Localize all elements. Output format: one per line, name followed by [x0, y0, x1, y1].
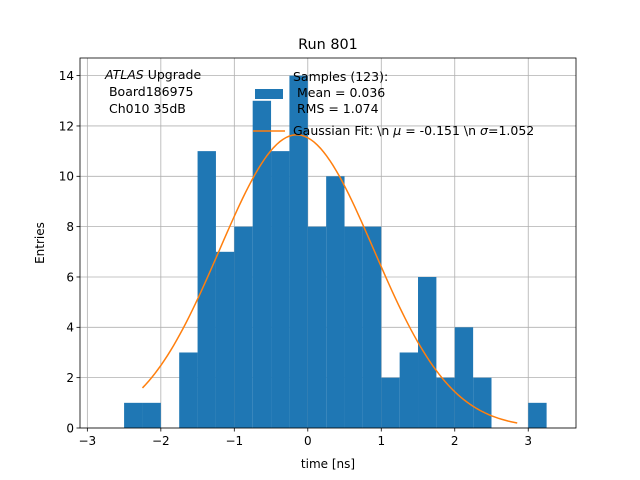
legend-fit-prefix: Gaussian Fit: \n — [293, 123, 393, 138]
y-tick-label: 4 — [66, 321, 74, 335]
histogram-bar — [344, 226, 363, 428]
y-tick-label: 0 — [66, 421, 74, 435]
histogram-bar — [271, 151, 290, 428]
legend-histogram-swatch — [255, 89, 283, 99]
histogram-bar — [473, 377, 492, 428]
legend: Samples (123): Mean = 0.036 RMS = 1.074 … — [253, 69, 534, 138]
histogram-bars — [124, 75, 547, 428]
annotation-line-1: ATLAS Upgrade — [104, 67, 201, 82]
histogram-bar — [418, 276, 437, 428]
y-tick-label: 2 — [66, 371, 74, 385]
histogram-bar — [381, 377, 400, 428]
histogram-bar — [528, 402, 547, 428]
atlas-annotation: ATLAS Upgrade Board186975 Ch010 35dB — [104, 67, 201, 116]
legend-rms-label: RMS = 1.074 — [293, 101, 379, 116]
y-tick-label: 8 — [66, 220, 74, 234]
chart-title: Run 801 — [298, 37, 358, 53]
y-tick-label: 12 — [59, 119, 74, 133]
histogram-bar — [215, 251, 235, 428]
gaussian-fit — [141, 134, 518, 424]
histogram-bar — [179, 352, 198, 428]
histogram-bar — [124, 402, 143, 428]
legend-samples-label: Samples (123): — [293, 69, 388, 84]
histogram-bar — [197, 151, 216, 428]
histogram-bar — [454, 327, 474, 428]
histogram-bar — [326, 176, 345, 428]
x-tick-label: 2 — [451, 434, 459, 448]
y-axis-label: Entries — [33, 222, 47, 264]
legend-fit-label: Gaussian Fit: \n μ = -0.151 \n σ=1.052 — [293, 123, 534, 138]
histogram-bar — [436, 377, 455, 428]
histogram-bar — [289, 75, 308, 428]
annotation-board: Board186975 — [105, 84, 193, 99]
axes-frame — [79, 57, 577, 429]
atlas-upgrade-label: Upgrade — [144, 67, 202, 82]
y-tick-label: 14 — [59, 69, 74, 83]
legend-fit-mu-symbol: μ — [392, 123, 401, 138]
histogram-bar — [307, 226, 327, 428]
gaussian-fit-curve — [141, 134, 518, 424]
y-tick-label: 6 — [66, 270, 74, 284]
x-tick-label: 3 — [524, 434, 532, 448]
legend-fit-sigma-value: =1.052 — [488, 123, 534, 138]
x-axis-label: time [ns] — [301, 457, 355, 471]
x-tick-label: 0 — [304, 434, 312, 448]
x-tick-label: 1 — [377, 434, 385, 448]
legend-fit-mu-value: = -0.151 \n — [401, 123, 480, 138]
x-tick-label: −2 — [152, 434, 170, 448]
annotation-channel: Ch010 35dB — [105, 101, 186, 116]
histogram-bar — [142, 402, 161, 428]
legend-fit-sigma-symbol: σ — [480, 123, 489, 138]
histogram-bar — [234, 226, 253, 428]
x-tick-label: −3 — [78, 434, 96, 448]
y-tick-label: 10 — [59, 170, 74, 184]
atlas-label: ATLAS — [104, 67, 144, 82]
histogram-bar — [252, 100, 272, 428]
histogram-bar — [362, 226, 382, 428]
x-tick-label: −1 — [225, 434, 243, 448]
histogram-bar — [399, 352, 419, 428]
legend-mean-label: Mean = 0.036 — [293, 85, 385, 100]
